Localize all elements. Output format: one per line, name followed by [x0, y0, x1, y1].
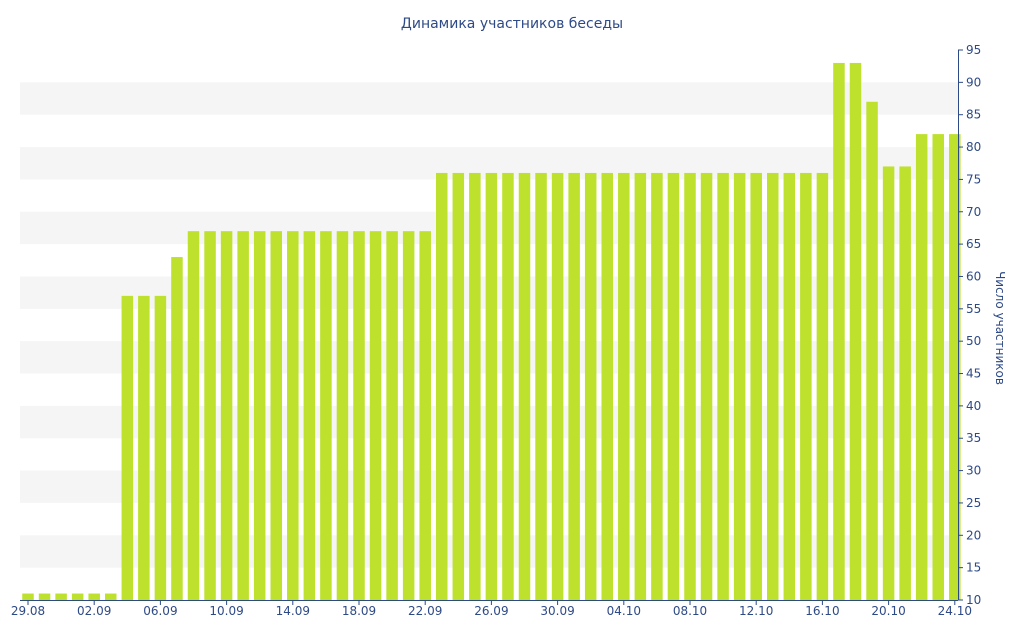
y-tick-label: 60: [966, 269, 981, 283]
bar: [733, 172, 746, 601]
y-tick-label: 15: [966, 561, 981, 575]
bar: [253, 231, 266, 601]
x-tick-label: 14.09: [276, 604, 310, 618]
bar: [849, 62, 862, 601]
bar: [866, 101, 878, 600]
bar: [171, 257, 183, 600]
bar: [800, 172, 812, 601]
bar: [618, 172, 630, 601]
x-tick-label: 02.09: [77, 604, 111, 618]
bars: [22, 62, 961, 601]
bar: [452, 172, 465, 601]
bar: [336, 231, 349, 601]
x-tick-label: 04.10: [607, 604, 641, 618]
y-tick-label: 70: [966, 205, 981, 219]
x-tick-label: 26.09: [474, 604, 508, 618]
y-tick-label: 45: [966, 367, 981, 381]
bar: [303, 231, 316, 601]
y-tick-label: 35: [966, 431, 981, 445]
bar: [138, 295, 150, 600]
x-tick-label: 12.10: [739, 604, 773, 618]
bar: [436, 172, 448, 601]
bar: [949, 134, 961, 600]
y-tick-label: 25: [966, 496, 981, 510]
bar: [154, 295, 167, 600]
bar: [518, 172, 531, 601]
bar: [717, 172, 729, 601]
bar: [932, 134, 944, 600]
bar: [287, 231, 299, 601]
y-tick-label: 65: [966, 237, 981, 251]
bar: [187, 231, 200, 601]
bar: [71, 593, 84, 600]
y-tick-label: 55: [966, 302, 981, 316]
bar: [568, 172, 580, 601]
y-tick-label: 85: [966, 108, 981, 122]
y-tick-label: 95: [966, 43, 981, 57]
x-tick-label: 16.10: [805, 604, 839, 618]
bar: [237, 231, 249, 601]
bar: [584, 172, 597, 601]
bar: [485, 172, 498, 601]
bar: [750, 172, 762, 601]
bar: [535, 172, 547, 601]
bar: [386, 231, 398, 601]
x-tick-label: 18.09: [342, 604, 376, 618]
bar: [915, 134, 928, 600]
bar: [899, 166, 911, 600]
y-tick-label: 90: [966, 75, 981, 89]
grid-band: [20, 82, 958, 115]
y-axis-ticks: 10 15 20 25 30 35 40 45 50 55 60 65 70 75 80 85 90 95: [958, 43, 981, 607]
bar: [502, 172, 514, 601]
bar: [38, 593, 51, 600]
bar: [55, 593, 67, 600]
y-tick-label: 20: [966, 528, 981, 542]
bar: [402, 231, 415, 601]
x-tick-label: 29.08: [11, 604, 45, 618]
bar: [667, 172, 680, 601]
bar: [700, 172, 713, 601]
x-tick-label: 10.09: [209, 604, 243, 618]
bar: [220, 231, 233, 601]
bar: [767, 172, 779, 601]
bar: [833, 62, 845, 601]
x-tick-label: 30.09: [540, 604, 574, 618]
y-tick-label: 80: [966, 140, 981, 154]
bar: [369, 231, 382, 601]
bar: [22, 593, 34, 600]
bar: [601, 172, 613, 601]
bar: [882, 166, 895, 600]
bar: [551, 172, 564, 601]
bar: [105, 593, 117, 600]
bar: [816, 172, 829, 601]
bar: [88, 593, 100, 600]
x-tick-label: 20.10: [871, 604, 905, 618]
bar: [320, 231, 332, 601]
bar: [419, 231, 431, 601]
x-tick-label: 06.09: [143, 604, 177, 618]
y-tick-label: 40: [966, 399, 981, 413]
y-tick-label: 10: [966, 593, 981, 607]
x-tick-label: 22.09: [408, 604, 442, 618]
y-axis-label: Число участников: [993, 271, 1007, 385]
bar: [684, 172, 696, 601]
bar: [121, 295, 134, 600]
x-axis-ticks: 29.08 02.09 06.09 10.09 14.09 18.09 22.09 26.09…: [11, 600, 972, 618]
bar: [204, 231, 216, 601]
bar: [469, 172, 481, 601]
y-tick-label: 50: [966, 334, 981, 348]
bar: [651, 172, 663, 601]
y-tick-label: 30: [966, 464, 981, 478]
y-tick-label: 75: [966, 172, 981, 186]
x-tick-label: 24.10: [938, 604, 972, 618]
x-tick-label: 08.10: [673, 604, 707, 618]
bar: [634, 172, 647, 601]
chart-title: Динамика участников беседы: [401, 16, 623, 32]
bar: [353, 231, 365, 601]
bar: [783, 172, 796, 601]
bar: [270, 231, 282, 601]
